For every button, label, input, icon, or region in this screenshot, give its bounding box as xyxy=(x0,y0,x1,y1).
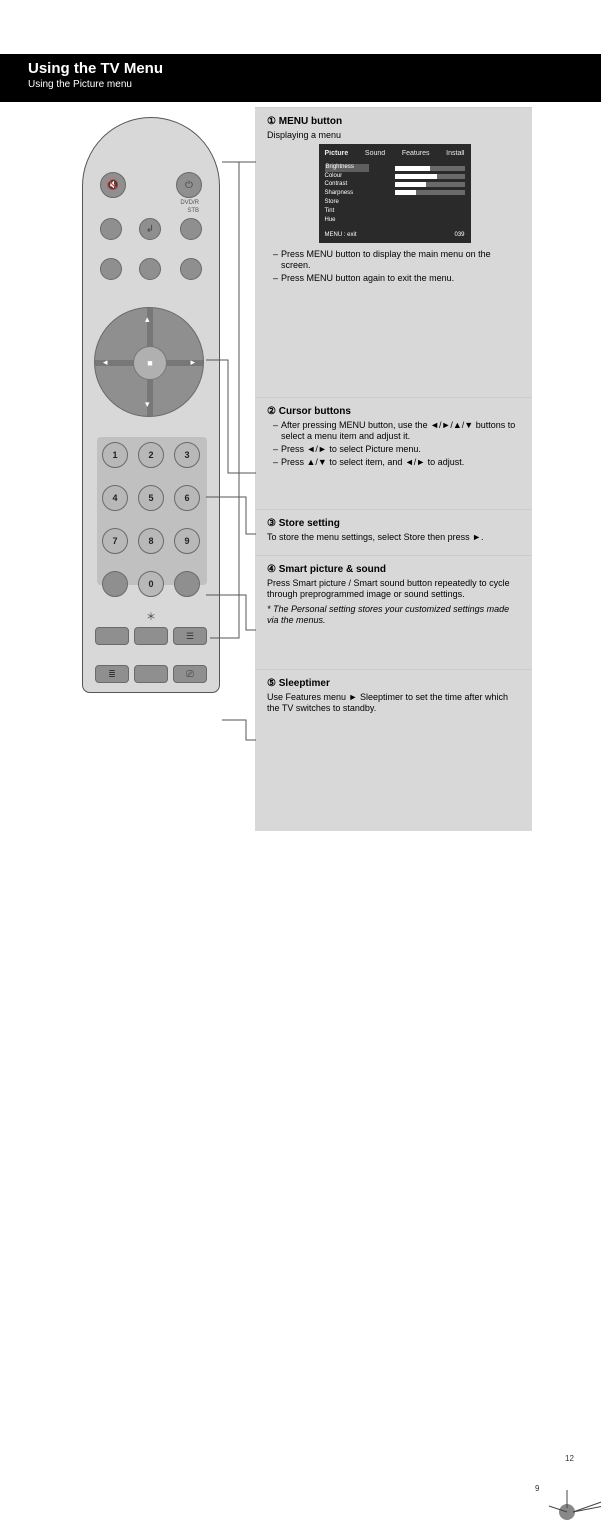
info-body: Press MENU button to display the main me… xyxy=(267,249,522,285)
smart-picture-button[interactable] xyxy=(95,627,129,645)
num-6[interactable]: 6 xyxy=(174,485,200,511)
grey-pill-button[interactable] xyxy=(134,665,168,683)
info-body-line: Press Smart picture / Smart sound button… xyxy=(267,578,522,601)
demo-side-item: Tint xyxy=(325,208,369,216)
num-1[interactable]: 1 xyxy=(102,442,128,468)
demo-menubar: Picture Sound Features Install xyxy=(325,150,465,159)
dpad-ring[interactable]: ▴ ▾ ◂ ▸ ■ xyxy=(94,307,204,417)
demo-side-item: Brightness xyxy=(325,164,369,172)
num-2[interactable]: 2 xyxy=(138,442,164,468)
demo-foot-left: MENU : exit xyxy=(325,232,357,240)
demo-side-item: Sharpness xyxy=(325,190,369,198)
info-block-store: ③ Store setting To store the menu settin… xyxy=(255,509,532,555)
info-block-cursor: ② Cursor buttons After pressing MENU but… xyxy=(255,397,532,509)
format-button[interactable]: ⎚ xyxy=(173,665,207,683)
dpad-ok[interactable]: ■ xyxy=(133,346,167,380)
format-icon: ⎚ xyxy=(186,669,193,680)
info-title: ⑤ Sleeptimer xyxy=(267,678,522,691)
num-9[interactable]: 9 xyxy=(174,528,200,554)
clock-diagram: 12 9 6 3 xyxy=(539,1458,601,1508)
page-header: Using the TV Menu Using the Picture menu xyxy=(0,54,601,102)
header-subtitle: Using the Picture menu xyxy=(28,79,573,90)
dpad-right[interactable]: ▸ xyxy=(190,357,195,368)
info-sub: Displaying a menu xyxy=(267,130,522,141)
info-block-sleep: ⑤ Sleeptimer Use Features menu ► Sleepti… xyxy=(255,669,532,831)
demo-side-item: Store xyxy=(325,199,369,207)
dpad-up[interactable]: ▴ xyxy=(145,314,150,325)
demo-tab: Install xyxy=(446,150,464,159)
label-dvd: DVD/R xyxy=(180,200,199,206)
demo-side-item: Colour xyxy=(325,173,369,181)
label-stb: STB xyxy=(187,208,199,214)
grey-button[interactable] xyxy=(180,218,202,240)
num-8[interactable]: 8 xyxy=(138,528,164,554)
demo-tab: Features xyxy=(402,150,430,159)
menu-button[interactable]: ☰ xyxy=(173,627,207,645)
num-5[interactable]: 5 xyxy=(138,485,164,511)
demo-screen: Picture Sound Features Install Brightnes… xyxy=(319,144,471,243)
grey-button[interactable] xyxy=(100,218,122,240)
clock-arms-icon xyxy=(529,1448,601,1518)
demo-tab: Sound xyxy=(365,150,385,159)
info-title: ③ Store setting xyxy=(267,518,522,531)
demo-foot-right: 039 xyxy=(454,232,464,240)
info-block-smart: ④ Smart picture & sound Press Smart pict… xyxy=(255,555,532,669)
dpad: ▴ ▾ ◂ ▸ ■ xyxy=(94,307,204,417)
info-body-line: To store the menu settings, select Store… xyxy=(267,532,522,543)
grey-button[interactable] xyxy=(100,258,122,280)
remote-control: 🔇 ⏻ ↲ DVD/R STB TV ▴ ▾ ◂ ▸ ■ 1 2 3 4 5 6… xyxy=(82,117,220,693)
info-body-line: Press ▲/▼ to select item, and ◄/► to adj… xyxy=(273,457,522,468)
dpad-down[interactable]: ▾ xyxy=(145,399,150,410)
power-button[interactable]: ⏻ xyxy=(176,172,202,198)
num-4[interactable]: 4 xyxy=(102,485,128,511)
source-button[interactable]: ↲ xyxy=(139,218,161,240)
source-icon: ↲ xyxy=(146,224,154,235)
info-column: ① MENU button Displaying a menu Picture … xyxy=(255,107,532,831)
info-note: * The Personal setting stores your custo… xyxy=(267,604,522,627)
info-title: ② Cursor buttons xyxy=(267,406,522,419)
smart-sound-button[interactable] xyxy=(134,627,168,645)
demo-side-list: Brightness Colour Contrast Sharpness Sto… xyxy=(325,164,369,226)
demo-tab: Picture xyxy=(325,150,349,159)
teletext-button[interactable]: ≣ xyxy=(95,665,129,683)
teletext-icon: ≣ xyxy=(108,669,116,680)
demo-foot: MENU : exit 039 xyxy=(325,232,465,240)
menu-icon: ☰ xyxy=(186,631,194,642)
star-note: ＊ xyxy=(146,608,156,623)
num-3[interactable]: 3 xyxy=(174,442,200,468)
info-body: After pressing MENU button, use the ◄/►/… xyxy=(267,420,522,469)
info-title: ① MENU button xyxy=(267,116,522,129)
info-block-menu: ① MENU button Displaying a menu Picture … xyxy=(255,107,532,397)
demo-bars xyxy=(395,166,465,198)
info-body-line: Press ◄/► to select Picture menu. xyxy=(273,444,522,455)
grey-button[interactable] xyxy=(174,571,200,597)
info-body-line: After pressing MENU button, use the ◄/►/… xyxy=(273,420,522,443)
num-0[interactable]: 0 xyxy=(138,571,164,597)
grey-button[interactable] xyxy=(102,571,128,597)
mute-icon: 🔇 xyxy=(107,180,119,191)
power-icon: ⏻ xyxy=(185,180,193,191)
grey-button[interactable] xyxy=(139,258,161,280)
num-7[interactable]: 7 xyxy=(102,528,128,554)
mute-button[interactable]: 🔇 xyxy=(100,172,126,198)
header-title: Using the TV Menu xyxy=(28,60,573,77)
info-title: ④ Smart picture & sound xyxy=(267,564,522,577)
dpad-left[interactable]: ◂ xyxy=(103,357,108,368)
info-body-line: Press MENU button again to exit the menu… xyxy=(273,273,522,284)
dpad-center-icon: ■ xyxy=(147,358,152,368)
grey-button[interactable] xyxy=(180,258,202,280)
demo-side-item: Contrast xyxy=(325,181,369,189)
info-body-line: Use Features menu ► Sleeptimer to set th… xyxy=(267,692,522,715)
info-body-line: Press MENU button to display the main me… xyxy=(273,249,522,272)
demo-side-item: Hue xyxy=(325,217,369,225)
